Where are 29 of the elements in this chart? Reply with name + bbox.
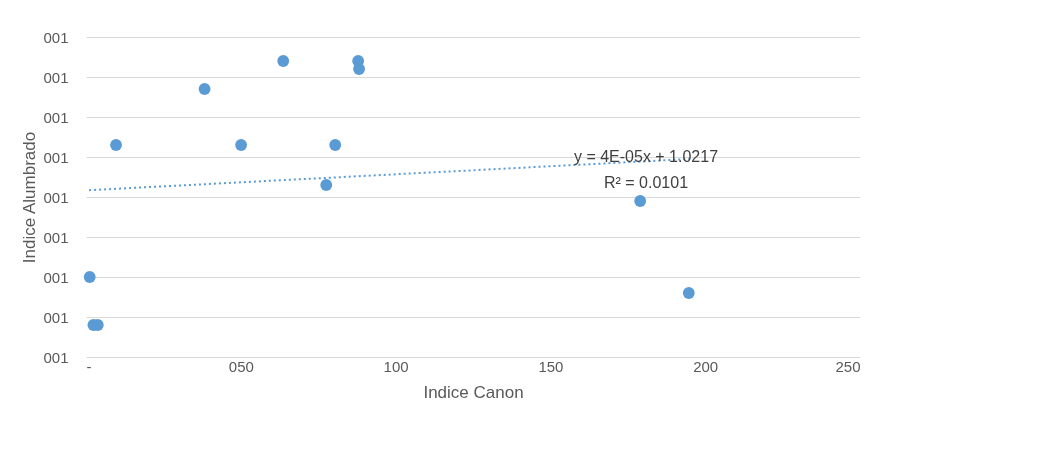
annotation: R² = 0.0101	[603, 174, 689, 191]
annotation: y = 4E-05x + 1.0217	[573, 148, 719, 165]
y-tick-label: 001	[43, 188, 69, 206]
y-axis-title: Indice Alumbrado	[20, 131, 40, 264]
point	[353, 63, 365, 75]
x-tick-label: 100	[383, 357, 409, 375]
point	[235, 139, 248, 151]
y-tick-label: 001	[43, 28, 69, 46]
y-tick-label: 001	[43, 228, 69, 246]
point	[83, 271, 96, 283]
y-tick-label: 001	[43, 148, 69, 166]
x-tick-label: 200	[693, 357, 719, 375]
point	[682, 287, 695, 299]
y-tick-label: 001	[43, 308, 69, 326]
point	[634, 195, 647, 207]
x-tick-label: 050	[228, 357, 254, 375]
x-tick-label: 150	[538, 357, 564, 375]
x-tick-label: -	[86, 357, 92, 375]
y-tick-label: 001	[43, 268, 69, 286]
y-tick-label: 001	[43, 108, 69, 126]
point	[329, 139, 342, 151]
point	[277, 55, 290, 67]
point	[110, 139, 122, 151]
y-tick-label: 001	[43, 348, 69, 366]
x-axis-title: Indice Canon	[423, 382, 524, 402]
point	[198, 83, 211, 95]
point	[320, 179, 333, 191]
x-tick-label: 250	[835, 357, 861, 375]
y-tick-label: 001	[43, 68, 69, 86]
